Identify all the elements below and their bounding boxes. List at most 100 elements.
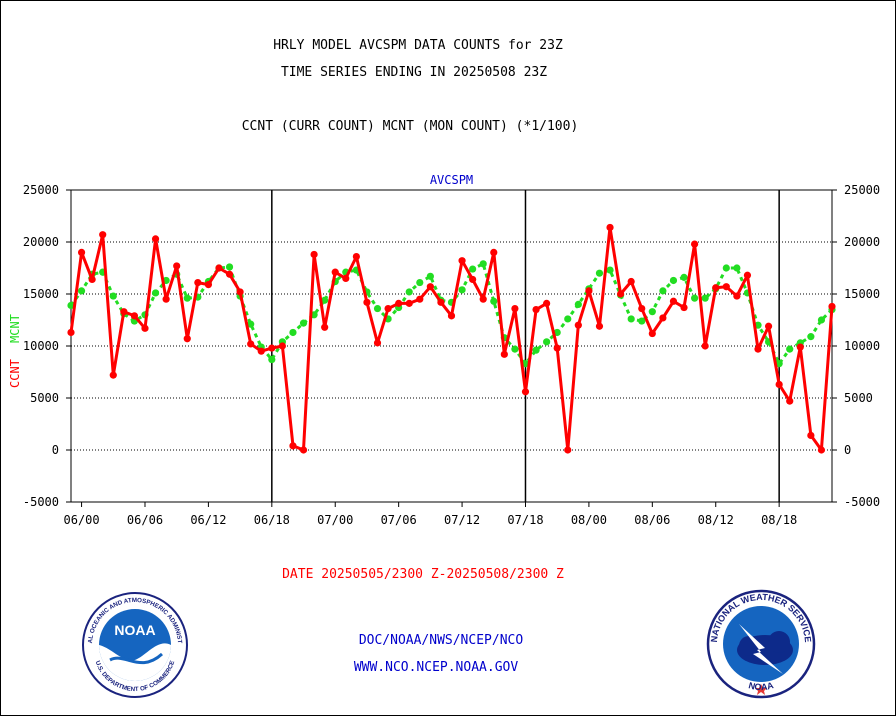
data-point-ccnt xyxy=(764,322,773,330)
data-point-mcnt xyxy=(659,287,667,295)
x-tick-label: 07/18 xyxy=(507,513,543,527)
x-tick-label: 08/18 xyxy=(761,513,797,527)
data-point-ccnt xyxy=(722,283,730,291)
svg-text:NOAA: NOAA xyxy=(747,680,775,692)
data-point-mcnt xyxy=(151,289,160,297)
data-point-ccnt xyxy=(786,397,794,405)
data-point-ccnt xyxy=(373,339,382,347)
data-point-mcnt xyxy=(225,263,234,271)
data-point-ccnt xyxy=(141,324,149,332)
data-point-ccnt xyxy=(268,344,276,352)
data-point-ccnt xyxy=(659,314,667,322)
data-point-ccnt xyxy=(194,278,202,287)
x-tick-label: 07/06 xyxy=(381,513,417,527)
data-point-ccnt xyxy=(690,240,699,248)
data-point-ccnt xyxy=(617,290,625,298)
data-point-ccnt xyxy=(437,298,445,306)
data-point-mcnt xyxy=(289,328,297,337)
data-point-mcnt xyxy=(426,272,434,280)
data-point-ccnt xyxy=(638,304,646,313)
y-tick-label-left: 10000 xyxy=(23,339,59,353)
x-tick-label: 06/06 xyxy=(127,513,163,527)
y-axis-label-ccnt: CCNT xyxy=(8,359,22,388)
data-point-ccnt xyxy=(151,235,160,243)
data-point-ccnt xyxy=(384,304,392,313)
data-point-mcnt xyxy=(669,276,678,285)
chart-title-line1: HRLY MODEL AVCSPM DATA COUNTS for 23Z xyxy=(273,38,563,53)
data-point-mcnt xyxy=(595,269,604,277)
chart-title: AVCSPM xyxy=(430,173,473,187)
data-point-mcnt xyxy=(564,315,572,323)
data-point-ccnt xyxy=(817,446,826,454)
series-ccnt xyxy=(67,223,836,454)
data-point-mcnt xyxy=(638,317,646,325)
data-point-mcnt xyxy=(299,319,308,327)
data-point-mcnt xyxy=(606,266,614,274)
data-point-mcnt xyxy=(532,346,540,354)
data-point-mcnt xyxy=(247,320,255,328)
data-point-mcnt xyxy=(690,294,699,302)
nws-logo: NATIONAL WEATHER SERVICE NOAA xyxy=(706,589,816,699)
x-tick-label: 07/00 xyxy=(317,513,353,527)
noaa-logo-text: NOAA xyxy=(114,622,155,638)
data-point-ccnt xyxy=(225,270,234,278)
data-point-ccnt xyxy=(627,277,635,286)
data-point-ccnt xyxy=(120,308,128,316)
x-tick-label: 07/12 xyxy=(444,513,480,527)
data-point-ccnt xyxy=(278,342,286,350)
y-tick-label-left: 20000 xyxy=(23,235,59,249)
data-point-ccnt xyxy=(173,262,181,270)
y-tick-label-left: -5000 xyxy=(23,495,59,509)
data-point-mcnt xyxy=(807,333,815,341)
series-mcnt xyxy=(67,260,836,368)
data-point-ccnt xyxy=(352,252,360,261)
data-point-ccnt xyxy=(712,284,720,292)
data-point-mcnt xyxy=(67,301,75,310)
data-point-ccnt xyxy=(257,347,265,355)
data-point-mcnt xyxy=(722,264,730,272)
chart-subtitle: CCNT (CURR COUNT) MCNT (MON COUNT) (*1/1… xyxy=(241,119,579,134)
y-axis-label-mcnt: MCNT xyxy=(8,314,22,343)
noaa-logo: NOAA NATIONAL OCEANIC AND ATMOSPHERIC AD… xyxy=(80,590,188,698)
data-point-ccnt xyxy=(543,299,551,307)
data-point-ccnt xyxy=(130,312,139,320)
data-point-ccnt xyxy=(204,281,213,289)
data-point-ccnt xyxy=(775,380,783,389)
data-point-ccnt xyxy=(299,446,308,454)
data-point-mcnt xyxy=(543,338,551,346)
data-point-ccnt xyxy=(426,283,434,291)
data-point-ccnt xyxy=(321,323,329,331)
data-point-ccnt xyxy=(521,388,530,396)
data-point-ccnt xyxy=(310,250,318,259)
data-point-ccnt xyxy=(88,275,96,284)
data-point-ccnt xyxy=(289,442,297,450)
y-tick-label-right: -5000 xyxy=(844,495,880,509)
y-tick-label-right: 25000 xyxy=(844,183,880,197)
y-tick-label-left: 15000 xyxy=(23,287,59,301)
data-point-ccnt xyxy=(490,248,498,256)
data-point-ccnt xyxy=(67,328,75,337)
data-point-ccnt xyxy=(648,329,656,338)
data-point-ccnt xyxy=(109,371,117,379)
data-point-ccnt xyxy=(500,350,508,358)
data-point-mcnt xyxy=(479,260,487,268)
data-point-mcnt xyxy=(490,297,498,305)
data-point-ccnt xyxy=(606,223,614,232)
data-point-ccnt xyxy=(564,446,572,454)
data-point-mcnt xyxy=(405,288,413,296)
data-point-ccnt xyxy=(162,295,170,303)
data-point-mcnt xyxy=(521,360,530,368)
data-point-ccnt xyxy=(595,322,604,330)
data-point-ccnt xyxy=(743,271,752,279)
data-point-mcnt xyxy=(321,296,329,304)
data-point-mcnt xyxy=(680,273,688,281)
data-point-ccnt xyxy=(331,268,339,276)
data-point-ccnt xyxy=(553,344,561,352)
y-tick-label-left: 0 xyxy=(52,443,59,457)
footer-org-line: DOC/NOAA/NWS/NCEP/NCO xyxy=(358,633,524,648)
y-tick-label-right: 20000 xyxy=(844,235,880,249)
data-point-ccnt xyxy=(532,306,540,314)
data-point-ccnt xyxy=(574,321,582,329)
data-point-ccnt xyxy=(669,297,678,305)
data-point-mcnt xyxy=(109,292,117,300)
